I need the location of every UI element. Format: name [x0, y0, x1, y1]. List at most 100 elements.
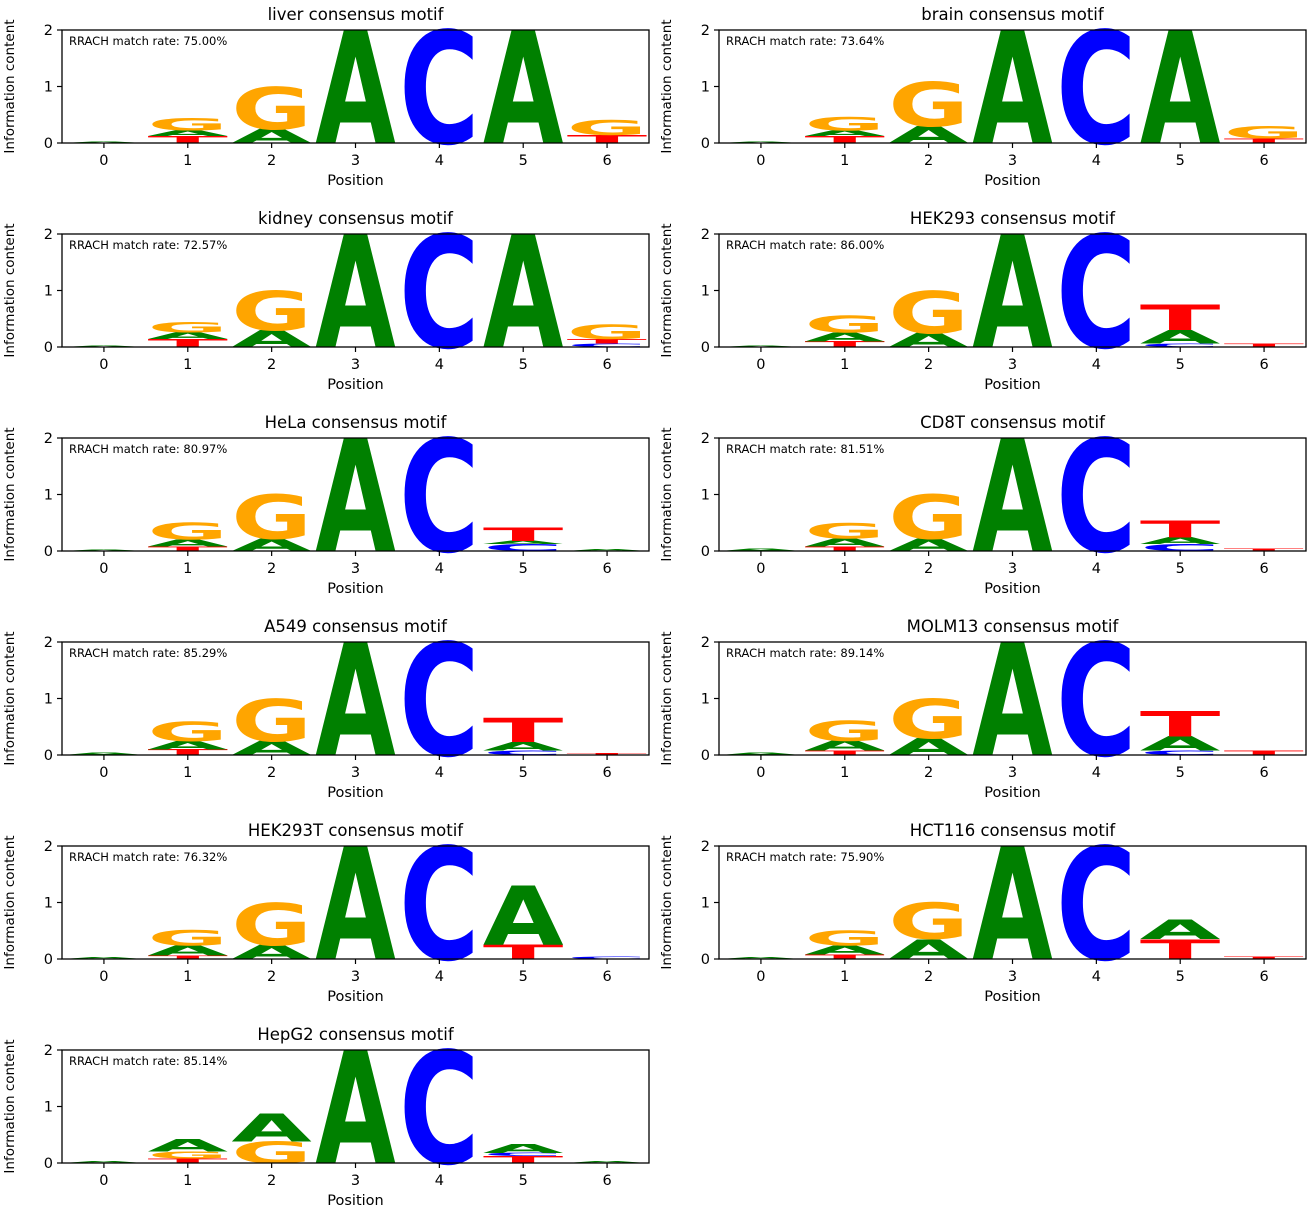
logo-letter-A: A [231, 125, 312, 148]
y-axis-label: Information content [659, 631, 675, 765]
logo-letter-A: A [148, 1137, 234, 1157]
logo-letter-T: T [805, 954, 900, 961]
x-tick-label: 4 [435, 765, 444, 781]
x-tick-label: 4 [435, 357, 444, 373]
logo-letter-T: T [1140, 705, 1221, 745]
y-tick-label: 2 [44, 431, 53, 447]
logo-letter-A: A [483, 871, 564, 965]
x-tick-label: 3 [351, 153, 360, 169]
x-tick-label: 5 [519, 153, 528, 169]
x-tick-label: 4 [435, 561, 444, 577]
x-tick-label: 4 [1092, 153, 1101, 169]
x-tick-label: 3 [1008, 969, 1017, 985]
logo-letter-T: T [483, 525, 566, 546]
x-tick-label: 6 [602, 561, 611, 577]
y-tick-label: 1 [701, 284, 710, 300]
logo-letter-T: T [148, 955, 250, 961]
x-tick-label: 0 [756, 765, 765, 781]
x-tick-label: 6 [602, 153, 611, 169]
x-tick-label: 5 [1176, 969, 1185, 985]
x-axis-label: Position [327, 785, 383, 801]
x-tick-label: 6 [1259, 969, 1268, 985]
logo-letter-G: G [148, 1150, 229, 1161]
x-tick-label: 5 [1176, 561, 1185, 577]
x-axis-label: Position [327, 1193, 383, 1209]
plot-title: HCT116 consensus motif [910, 821, 1117, 840]
match-rate-annotation: RRACH match rate: 80.97% [69, 442, 227, 456]
y-tick-label: 0 [701, 952, 710, 968]
y-axis-label: Information content [659, 223, 675, 357]
logo-letter-G: G [567, 116, 648, 140]
logo-letter-G: G [888, 484, 969, 554]
logo-letter-G: G [888, 279, 969, 347]
x-axis-label: Position [984, 581, 1040, 597]
logo-letter-C: C [567, 955, 652, 960]
logo-letter-A: A [721, 548, 822, 552]
subplot-CD8T: CD8T consensus motif A T A G A G A C C A T T RRACH ma… [657, 408, 1314, 612]
subplot-liver: liver consensus motif A T A G A G A C A T G RRACH ma… [0, 0, 657, 204]
y-tick-label: 0 [44, 748, 53, 764]
x-tick-label: 6 [1259, 357, 1268, 373]
y-tick-label: 2 [701, 431, 710, 447]
y-tick-label: 2 [701, 839, 710, 855]
x-axis-label: Position [327, 173, 383, 189]
x-tick-label: 6 [602, 357, 611, 373]
x-axis-label: Position [984, 173, 1040, 189]
x-axis-label: Position [984, 377, 1040, 393]
logo-letter-A: A [231, 737, 312, 760]
x-tick-label: 4 [1092, 969, 1101, 985]
logo-letter-C: C [1140, 750, 1229, 757]
match-rate-annotation: RRACH match rate: 72.57% [69, 238, 227, 252]
y-axis-label: Information content [659, 19, 675, 153]
match-rate-annotation: RRACH match rate: 75.00% [69, 34, 227, 48]
x-tick-label: 1 [183, 357, 192, 373]
logo-letter-A: A [148, 538, 238, 549]
match-rate-annotation: RRACH match rate: 89.14% [726, 646, 884, 660]
y-tick-label: 1 [44, 896, 53, 912]
logo-letter-G: G [805, 714, 886, 747]
x-tick-label: 2 [267, 765, 276, 781]
x-tick-label: 3 [1008, 357, 1017, 373]
x-tick-label: 2 [924, 969, 933, 985]
logo-letter-G: G [1224, 123, 1305, 143]
x-tick-label: 4 [1092, 765, 1101, 781]
logo-letter-A: A [148, 738, 229, 752]
x-tick-label: 1 [183, 153, 192, 169]
subplot-HEK293T: HEK293T consensus motif A T A G A G A C T A C RRACH … [0, 816, 657, 1020]
match-rate-annotation: RRACH match rate: 81.51% [726, 442, 884, 456]
x-tick-label: 6 [1259, 561, 1268, 577]
x-tick-label: 4 [435, 969, 444, 985]
y-tick-label: 1 [701, 80, 710, 96]
logo-letter-A: A [805, 943, 889, 957]
logo-letter-T: T [805, 340, 897, 349]
logo-letter-T: T [148, 546, 243, 553]
x-tick-label: 5 [1176, 357, 1185, 373]
x-tick-label: 1 [183, 765, 192, 781]
x-axis-label: Position [984, 785, 1040, 801]
plot-title: HEK293T consensus motif [248, 821, 464, 840]
match-rate-annotation: RRACH match rate: 85.14% [69, 1054, 227, 1068]
y-tick-label: 1 [44, 692, 53, 708]
x-tick-label: 5 [1176, 765, 1185, 781]
logo-letter-T: T [483, 1155, 572, 1166]
logo-letter-A: A [148, 331, 238, 342]
x-tick-label: 2 [924, 153, 933, 169]
x-tick-label: 6 [602, 1173, 611, 1189]
logo-letter-T: T [1140, 299, 1221, 339]
x-tick-label: 2 [267, 969, 276, 985]
y-tick-label: 0 [701, 544, 710, 560]
logo-letter-C: C [483, 543, 566, 554]
x-tick-label: 0 [756, 561, 765, 577]
x-tick-label: 1 [183, 969, 192, 985]
logo-letter-G: G [231, 687, 312, 755]
y-tick-label: 1 [44, 1100, 53, 1116]
match-rate-annotation: RRACH match rate: 75.90% [726, 850, 884, 864]
subplot-MOLM13: MOLM13 consensus motif A T A G A G A C C A T T RRACH … [657, 612, 1314, 816]
y-tick-label: 2 [701, 635, 710, 651]
